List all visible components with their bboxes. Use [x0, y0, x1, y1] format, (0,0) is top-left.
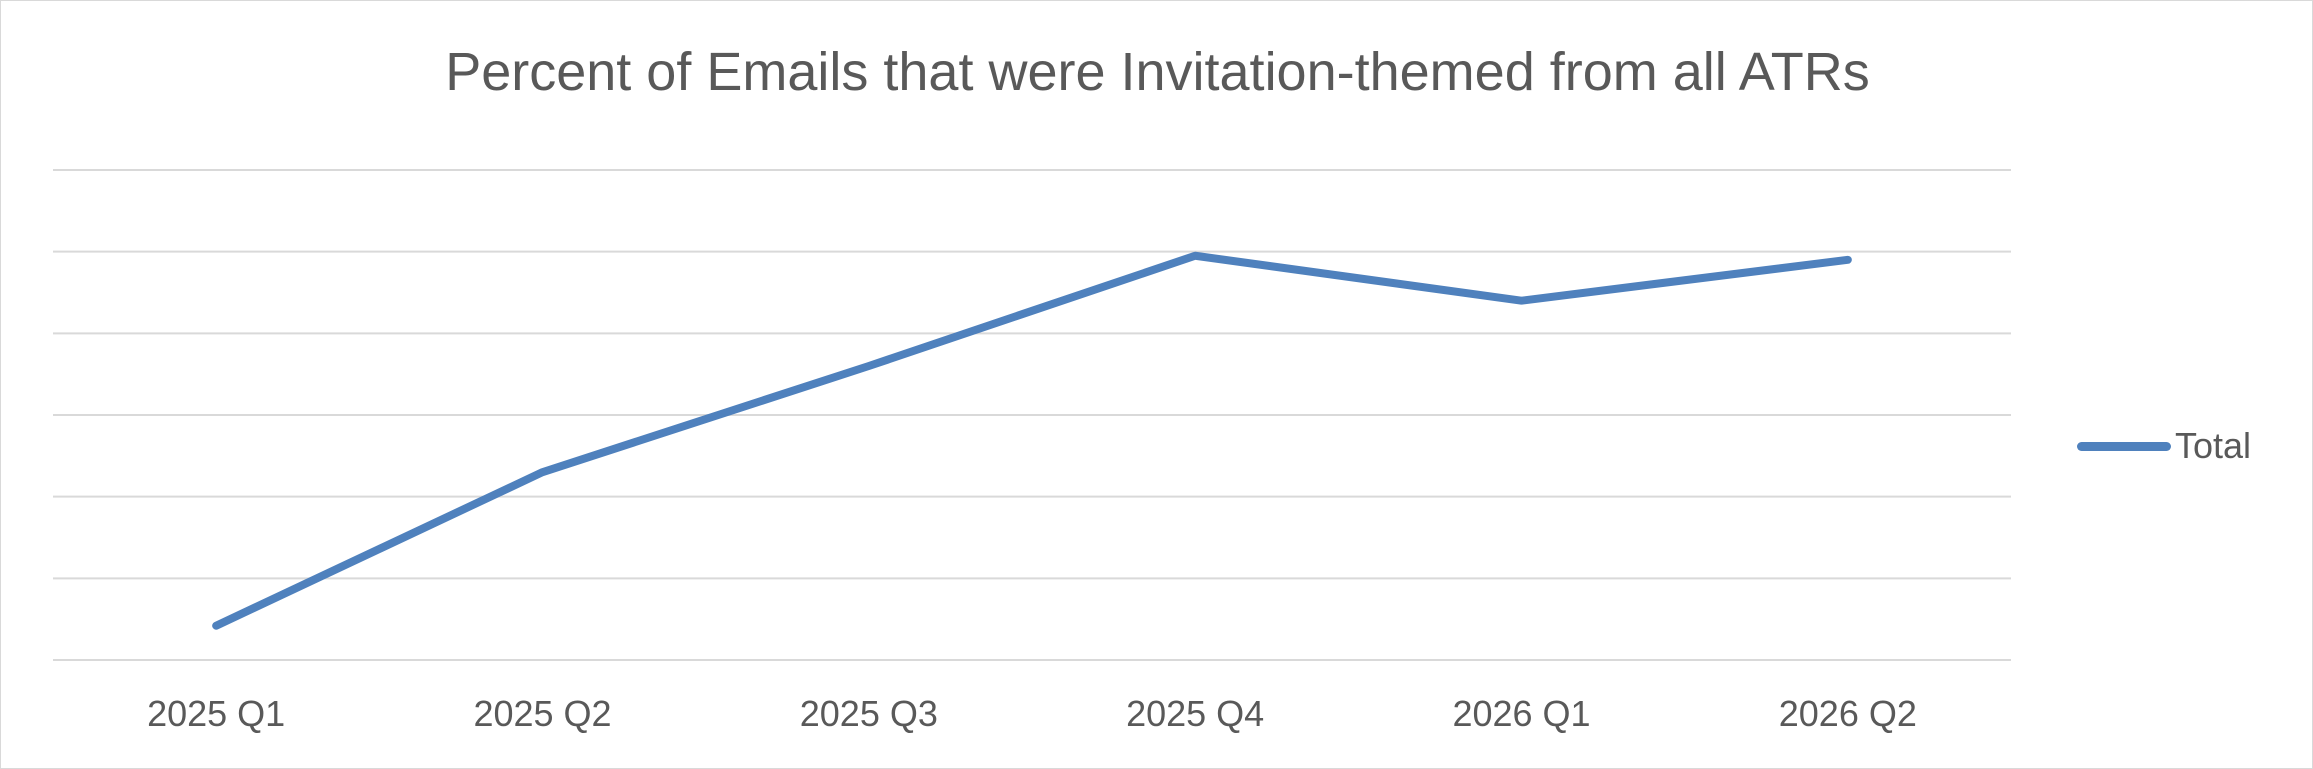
x-tick-label: 2026 Q1: [1452, 693, 1590, 734]
chart-title: Percent of Emails that were Invitation-t…: [445, 42, 1870, 102]
legend-swatch-total: [2077, 441, 2171, 451]
x-tick-label: 2025 Q2: [473, 693, 611, 734]
x-tick-label: 2026 Q2: [1779, 693, 1917, 734]
x-tick-label: 2025 Q4: [1126, 693, 1264, 734]
legend-label-total: Total: [2175, 425, 2252, 466]
gridlines: [53, 169, 2011, 661]
series-layer: [212, 251, 1852, 630]
legend: Total: [2077, 421, 2251, 471]
x-axis-ticks: 2025 Q1 2025 Q2 2025 Q3 2025 Q4 2026 Q1 2026 …: [147, 693, 1917, 734]
x-tick-label: 2025 Q1: [147, 693, 285, 734]
x-tick-label: 2025 Q3: [800, 693, 938, 734]
series-line-total: [212, 251, 1852, 630]
